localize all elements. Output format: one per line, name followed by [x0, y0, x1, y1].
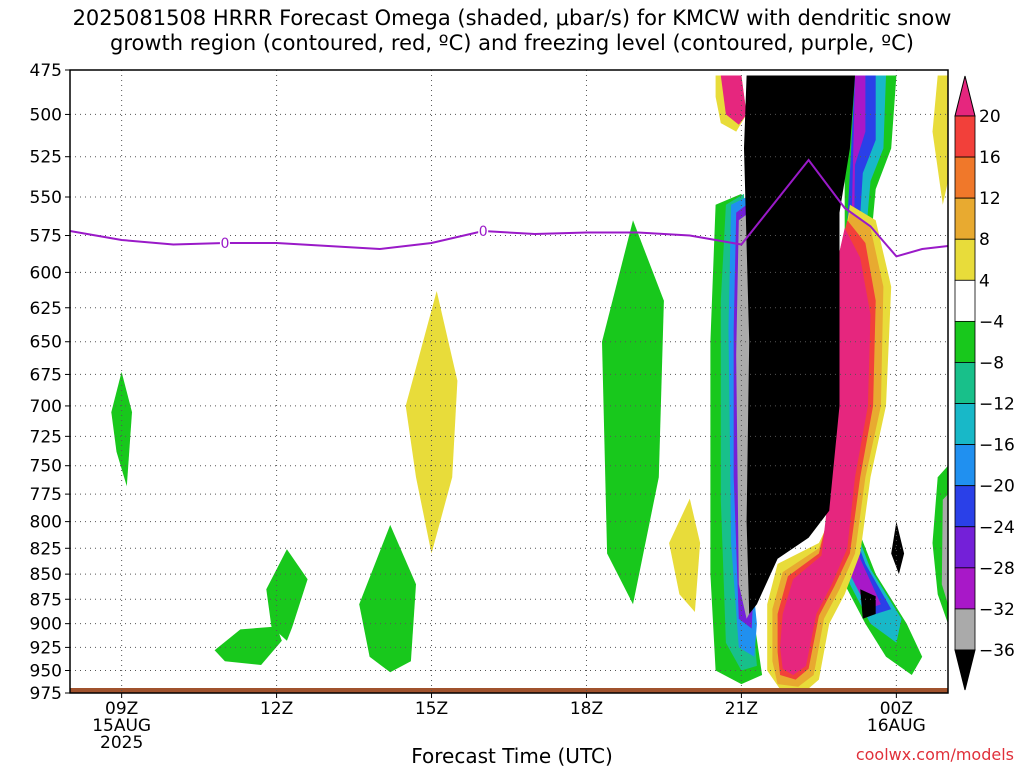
x-tick-label-12Z: 12Z: [260, 699, 293, 719]
colorbar-label--28: −28: [979, 559, 1015, 579]
y-tick-label-600: 600: [30, 263, 62, 283]
colorbar-label-4: 4: [979, 271, 990, 291]
omega-region-1: [214, 626, 282, 665]
colorbar-bin-12: [954, 608, 976, 651]
y-tick-label-775: 775: [30, 485, 62, 505]
colorbar-bin-3: [954, 238, 976, 281]
x-tick-sublabel-00Z-0: 16AUG: [867, 716, 926, 736]
colorbar-bin-7: [954, 403, 976, 446]
y-tick-label-725: 725: [30, 427, 62, 447]
y-tick-label-800: 800: [30, 513, 62, 533]
colorbar-down-triangle: [954, 649, 976, 691]
y-tick-label-475: 475: [30, 61, 62, 81]
colorbar-bin-8: [954, 444, 976, 487]
colorbar-label--32: −32: [979, 600, 1015, 620]
colorbar-label-20: 20: [979, 107, 1001, 127]
title-line-1: 2025081508 HRRR Forecast Omega (shaded, …: [72, 6, 952, 30]
y-tick-label-825: 825: [30, 539, 62, 559]
y-tick-label-500: 500: [30, 105, 62, 125]
omega-region-3: [359, 524, 416, 673]
freezing-level-label-1: 0: [479, 224, 488, 240]
colorbar: 20 16 12 8 4 −4 −8 −12 −16 −20 −24 −28 −32 −36: [954, 75, 1015, 691]
chart-title: 2025081508 HRRR Forecast Omega (shaded, …: [0, 6, 1024, 56]
y-tick-label-525: 525: [30, 148, 62, 168]
colorbar-label--16: −16: [979, 436, 1015, 456]
x-tick-label-09Z: 09Z: [105, 699, 138, 719]
freezing-level-label-0: 0: [220, 236, 229, 252]
plot-area: [70, 75, 948, 693]
omega-band-gray-east: [941, 494, 948, 605]
omega-region-4: [405, 291, 458, 554]
colorbar-label-12: 12: [979, 189, 1001, 209]
omega-band-magenta-top: [720, 75, 747, 125]
axes: 475 500 525 550 575 600 625 650 675 700 725 750 775 8…: [30, 61, 949, 753]
colorbar-bin-0: [954, 115, 976, 158]
colorbar-label-16: 16: [979, 148, 1001, 168]
y-tick-label-550: 550: [30, 188, 62, 208]
freezing-label-bg-1: [478, 222, 489, 237]
credit-text: coolwx.com/models: [855, 745, 1014, 764]
y-tick-label-975: 975: [30, 684, 62, 704]
colorbar-up-triangle: [954, 75, 976, 117]
freezing-level-contour: 00: [69, 158, 949, 258]
omega-field: [70, 75, 948, 693]
colorbar-bin-9: [954, 485, 976, 528]
omega-region-5: [602, 220, 664, 605]
colorbar-bin-2: [954, 197, 976, 240]
omega-region-7: [932, 75, 948, 205]
colorbar-label--8: −8: [979, 353, 1004, 373]
omega-band-magenta-right: [780, 228, 871, 675]
terrain-strip: [70, 688, 948, 693]
y-tick-label-675: 675: [30, 365, 62, 385]
y-tick-label-900: 900: [30, 615, 62, 635]
x-tick-label-21Z: 21Z: [725, 699, 758, 719]
freezing-level-line: [69, 158, 949, 258]
colorbar-label--20: −20: [979, 477, 1015, 497]
colorbar-label--24: −24: [979, 518, 1015, 538]
y-tick-label-625: 625: [30, 299, 62, 319]
y-tick-label-575: 575: [30, 227, 62, 247]
colorbar-bin-1: [954, 156, 976, 199]
x-tick-label-18Z: 18Z: [570, 699, 603, 719]
colorbar-label--4: −4: [979, 312, 1004, 332]
x-tick-sublabel-09Z-0: 15AUG: [92, 716, 151, 736]
omega-region-0: [111, 371, 132, 487]
title-line-2: growth region (contoured, red, ºC) and f…: [110, 31, 914, 55]
x-tick-label-00Z: 00Z: [880, 699, 913, 719]
x-tick-sublabel-09Z-1: 2025: [100, 733, 143, 753]
omega-core-black: [744, 75, 855, 614]
omega-region-6: [669, 498, 701, 612]
omega-region-2: [266, 549, 308, 641]
colorbar-bin-5: [954, 320, 976, 363]
y-tick-label-650: 650: [30, 333, 62, 353]
freezing-label-bg-0: [219, 235, 230, 250]
colorbar-bin-6: [954, 362, 976, 404]
colorbar-bin-4: [954, 279, 976, 322]
colorbar-bin-11: [954, 567, 976, 610]
colorbar-label-8: 8: [979, 230, 990, 250]
y-tick-label-875: 875: [30, 590, 62, 610]
y-tick-label-850: 850: [30, 565, 62, 585]
x-tick-label-15Z: 15Z: [415, 699, 448, 719]
y-tick-label-925: 925: [30, 638, 62, 658]
y-tick-label-950: 950: [30, 661, 62, 681]
colorbar-label--12: −12: [979, 395, 1015, 415]
omega-pocket-black-1: [891, 521, 905, 575]
plot-frame: [69, 69, 949, 694]
colorbar-label--36: −36: [979, 641, 1015, 661]
omega-pocket-black-2: [860, 589, 876, 619]
y-tick-label-750: 750: [30, 457, 62, 477]
colorbar-bin-10: [954, 526, 976, 569]
y-tick-label-700: 700: [30, 397, 62, 417]
x-axis-title: Forecast Time (UTC): [411, 744, 613, 768]
